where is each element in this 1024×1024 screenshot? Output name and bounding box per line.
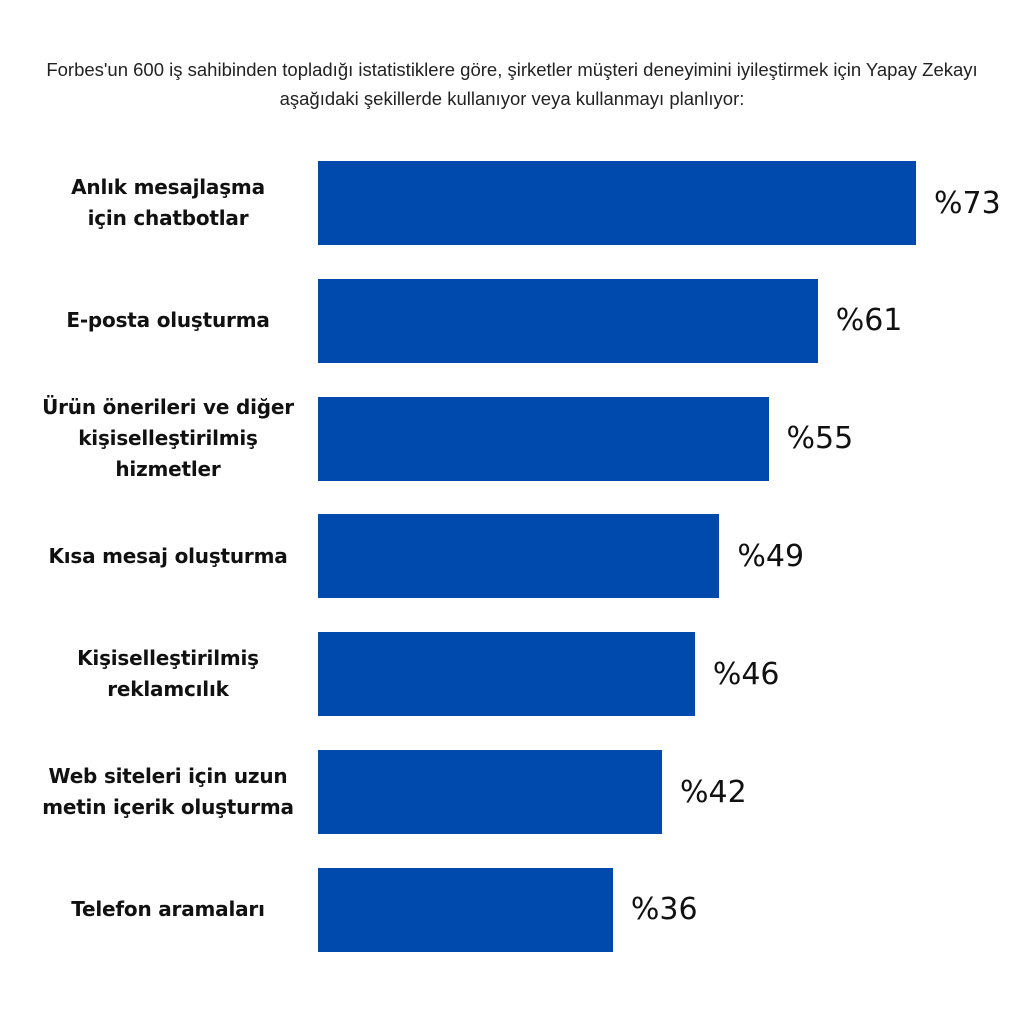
- bar: [318, 750, 663, 834]
- value-label: %42: [680, 774, 747, 810]
- bar: [318, 278, 818, 363]
- bar: [318, 514, 720, 599]
- bar: [318, 867, 613, 952]
- bar: [318, 632, 695, 717]
- bar: [318, 161, 916, 245]
- bar-row: Ürün önerileri ve diğer kişiselleştirilm…: [0, 395, 1024, 482]
- value-label: %73: [934, 185, 1001, 221]
- value-label: %49: [737, 538, 805, 574]
- category-label: Kısa mesaj oluşturma: [48, 543, 288, 568]
- category-label: Ürün önerileri ve diğer kişiselleştirilm…: [42, 395, 294, 482]
- bar: [318, 396, 769, 481]
- category-label: Telefon aramaları: [71, 897, 265, 922]
- bar-row: E-posta oluşturma %61: [0, 278, 1024, 363]
- value-label: %61: [835, 303, 903, 339]
- bar-row: Web siteleri için uzun metin içerik oluş…: [0, 750, 1024, 834]
- bar-row: Anlık mesajlaşma için chatbotlar %73: [0, 161, 1024, 245]
- category-label: E-posta oluşturma: [66, 308, 270, 333]
- bar-row: Telefon aramaları %36: [0, 867, 1024, 952]
- category-label: Kişiselleştirilmiş reklamcılık: [77, 646, 259, 702]
- value-label: %55: [786, 421, 854, 457]
- category-label: Web siteleri için uzun metin içerik oluş…: [42, 764, 294, 819]
- bar-row: Kişiselleştirilmiş reklamcılık %46: [0, 632, 1024, 717]
- chart-title: Forbes'un 600 iş sahibinden topladığı is…: [46, 59, 978, 109]
- bar-row: Kısa mesaj oluşturma %49: [0, 514, 1024, 599]
- category-label: Anlık mesajlaşma için chatbotlar: [71, 175, 265, 230]
- value-label: %46: [712, 656, 780, 692]
- value-label: %36: [630, 892, 698, 928]
